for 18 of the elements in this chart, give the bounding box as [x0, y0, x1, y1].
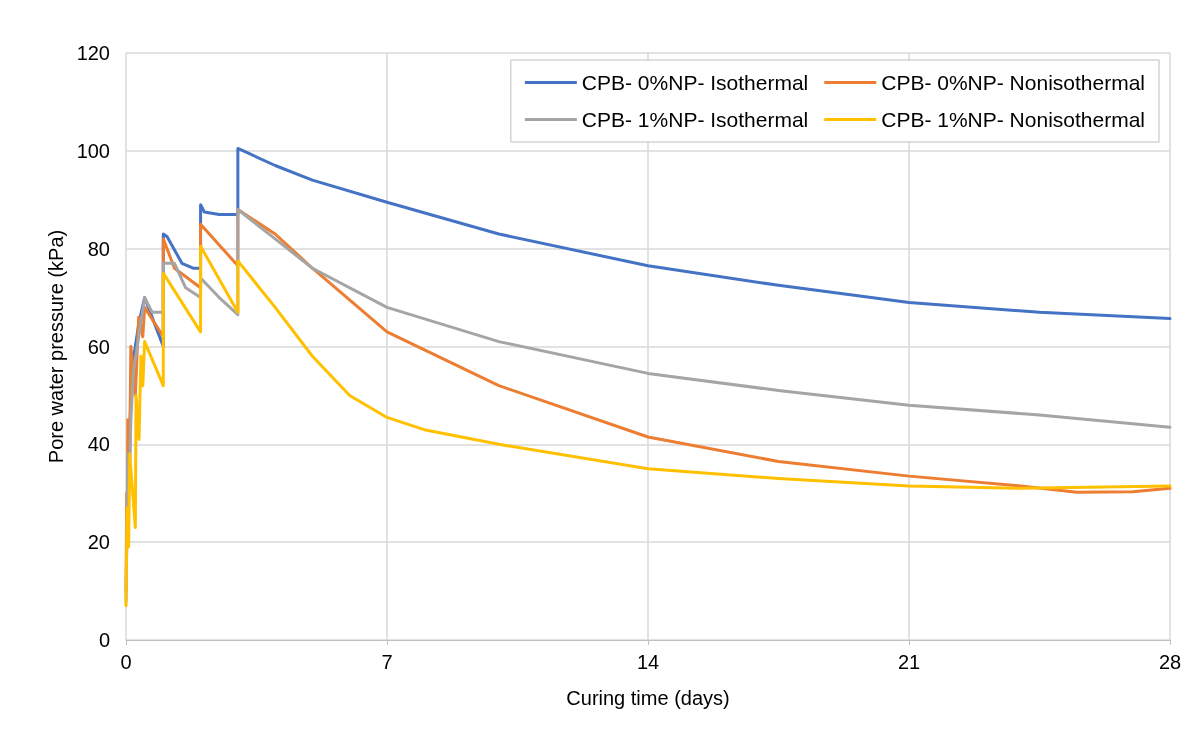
y-tick-label: 80 — [87, 237, 110, 260]
y-tick-label: 60 — [87, 335, 110, 358]
x-tick-label: 14 — [636, 651, 660, 673]
y-tick-label: 40 — [87, 433, 110, 456]
legend-label: CPB- 0%NP- Nonisothermal — [881, 71, 1146, 94]
legend-label: CPB- 1%NP- Nonisothermal — [881, 108, 1146, 131]
y-tick-label: 100 — [76, 139, 110, 162]
x-tick-label: 0 — [120, 651, 132, 673]
y-axis-title: Pore water pressure (kPa) — [44, 229, 67, 464]
x-tick-label: 28 — [1158, 651, 1182, 673]
y-tick-label: 0 — [98, 629, 110, 651]
x-tick-label: 7 — [381, 651, 393, 673]
y-tick-label: 120 — [76, 42, 110, 64]
x-tick-label: 21 — [897, 651, 921, 673]
legend-label: CPB- 1%NP- Isothermal — [581, 108, 809, 131]
legend-label: CPB- 0%NP- Isothermal — [581, 71, 809, 94]
y-tick-label: 20 — [87, 531, 110, 554]
x-axis-title: Curing time (days) — [566, 687, 730, 709]
